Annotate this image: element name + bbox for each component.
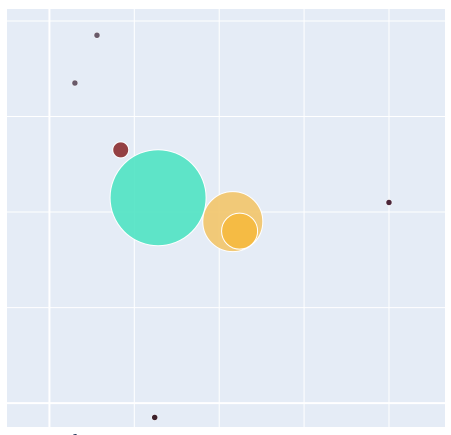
scatter-point bbox=[112, 141, 130, 159]
scatter-point bbox=[221, 212, 259, 250]
markers bbox=[71, 32, 393, 421]
scatter-point bbox=[385, 199, 393, 206]
scatter-point bbox=[109, 149, 207, 247]
scatter-point bbox=[151, 414, 158, 421]
x-tick-label-partial: −1 bbox=[62, 432, 80, 435]
scatter-point bbox=[71, 79, 79, 87]
scatter-point bbox=[93, 32, 101, 39]
